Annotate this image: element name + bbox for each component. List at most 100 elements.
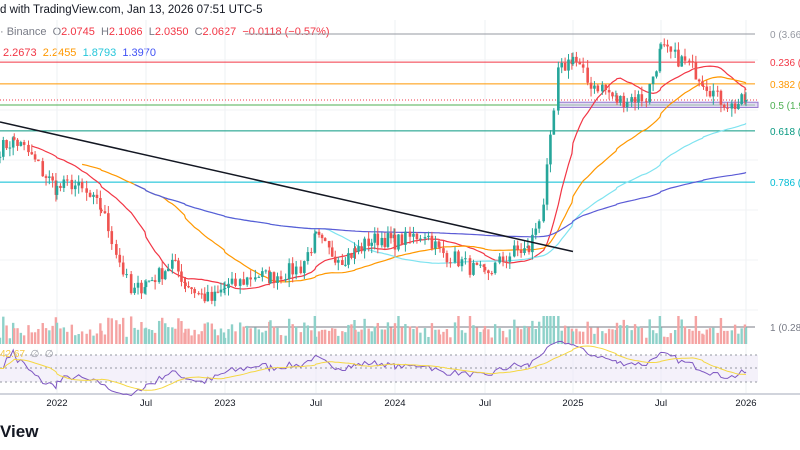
volume-bar	[357, 331, 360, 344]
volume-bar	[493, 324, 497, 344]
candle-body	[73, 185, 77, 190]
candle-body	[5, 140, 8, 149]
candle-body	[468, 258, 472, 275]
volume-bar	[363, 318, 366, 344]
candle-body	[287, 263, 291, 280]
candle-body	[184, 282, 187, 287]
candle-body	[586, 67, 589, 83]
volume-bar	[313, 316, 317, 344]
volume-bar	[190, 335, 193, 344]
fib-label: 1 (0.285	[770, 323, 800, 334]
volume-bar	[393, 323, 397, 344]
candle-body	[177, 260, 180, 272]
volume-bar	[51, 325, 54, 344]
x-tick-label: Jul	[655, 398, 667, 409]
candle-body	[330, 247, 334, 257]
candle-body	[740, 94, 743, 105]
candle-body	[542, 204, 545, 222]
candle-body	[694, 62, 698, 80]
candle-body	[344, 264, 347, 266]
volume-bar	[331, 328, 334, 344]
volume-bar	[545, 316, 549, 344]
rsi-line	[0, 340, 747, 397]
candle-body	[589, 82, 593, 89]
candle-body	[601, 84, 604, 92]
candle-body	[11, 137, 15, 148]
volume-bar	[367, 328, 370, 344]
volume-bar	[453, 322, 457, 344]
volume-bar	[269, 320, 272, 344]
candle-body	[110, 231, 114, 245]
volume-bar	[85, 333, 88, 344]
volume-bar	[457, 316, 460, 344]
volume-bar	[475, 327, 479, 344]
volume-bar	[651, 330, 655, 344]
volume-bar	[320, 329, 324, 344]
volume-bar	[70, 324, 74, 344]
volume-bar	[0, 337, 2, 344]
candle-body	[527, 245, 531, 253]
price-chart[interactable]: 0 (3.660 0.236 (2 0.382 (2 0.5 (1.9 0.618 (1…	[0, 0, 800, 420]
candle-body	[658, 48, 662, 72]
candle-body	[552, 110, 556, 135]
candle-body	[320, 234, 324, 239]
volume-bar	[733, 324, 737, 344]
volume-bar	[230, 324, 234, 344]
volume-bar	[552, 316, 556, 344]
volume-bar	[153, 332, 157, 344]
volume-bar	[716, 332, 719, 344]
candle-body	[688, 60, 691, 62]
candle-body	[560, 62, 564, 68]
candle-body	[493, 262, 497, 274]
volume-bar	[571, 331, 575, 344]
candle-body	[712, 90, 715, 97]
candle-body	[163, 271, 167, 280]
volume-bar	[100, 330, 103, 344]
candle-body	[449, 262, 452, 264]
volume-bar	[648, 319, 651, 344]
volume-bar	[549, 316, 552, 344]
candle-body	[604, 84, 608, 91]
volume-bar	[589, 327, 593, 344]
volume-bar	[216, 335, 220, 344]
volume-bar	[645, 337, 648, 344]
volume-bar	[327, 330, 331, 344]
volume-bar	[19, 332, 23, 344]
volume-bar	[200, 331, 203, 344]
volume-bar	[527, 327, 531, 344]
volume-bar	[523, 325, 526, 344]
volume-bar	[323, 329, 327, 344]
volume-bar	[121, 317, 125, 344]
candle-body	[70, 179, 74, 190]
volume-bar	[380, 329, 384, 344]
volume-bar	[16, 328, 19, 344]
volume-bar	[27, 325, 30, 344]
rsi-band	[0, 355, 758, 382]
candle-body	[257, 276, 261, 278]
volume-bar	[513, 319, 516, 344]
candle-body	[427, 235, 430, 238]
candle-body	[150, 280, 154, 282]
candle-body	[487, 270, 490, 274]
candle-body	[317, 231, 321, 235]
ma-legend: 2.2673 2.2455 1.8793 1.3970	[3, 47, 156, 59]
candle-body	[733, 103, 737, 110]
volume-bar	[118, 324, 121, 344]
candle-body	[701, 81, 704, 86]
trendline	[0, 121, 574, 253]
volume-bar	[41, 323, 44, 344]
candle-body	[183, 281, 186, 283]
volume-bar	[334, 328, 337, 344]
volume-bar	[408, 326, 412, 344]
candle-body	[737, 104, 740, 110]
candle-body	[363, 238, 366, 252]
volume-bar	[637, 326, 640, 344]
high-value: 2.1086	[108, 26, 143, 38]
volume-bar	[180, 321, 183, 344]
candle-body	[662, 44, 666, 46]
volume-bar	[531, 320, 534, 344]
volume-bar	[490, 337, 493, 344]
volume-bar	[55, 322, 59, 344]
volume-bar	[22, 335, 26, 344]
candle-body	[376, 233, 380, 246]
